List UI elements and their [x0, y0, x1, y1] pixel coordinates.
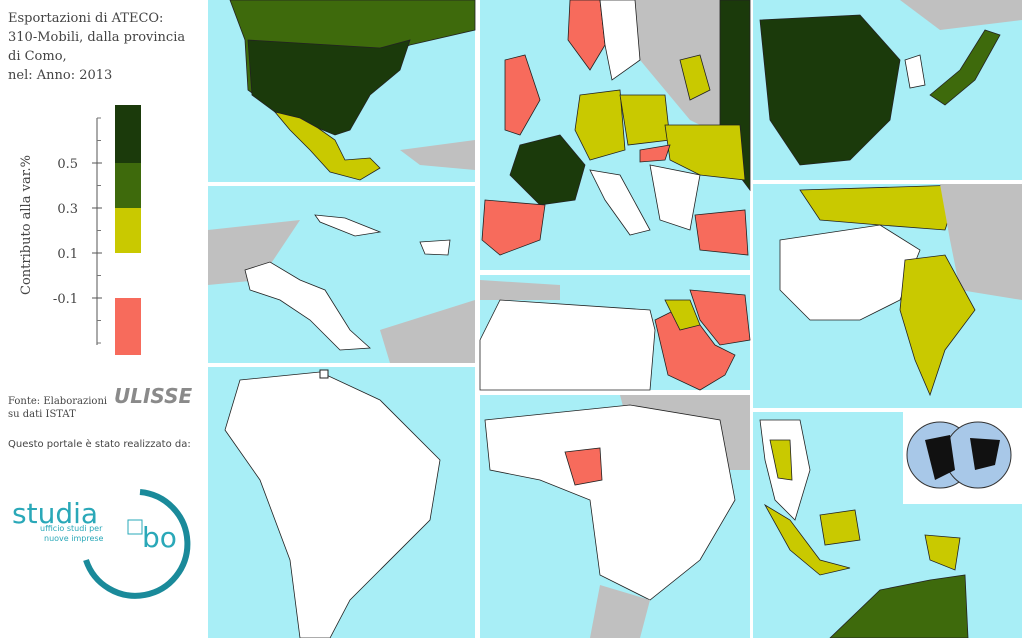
germany: [574, 89, 626, 161]
logo-tagline: ufficio studi per: [40, 524, 103, 533]
legend-label: Contributo alla var.%: [19, 155, 34, 295]
new-guinea: [924, 534, 961, 571]
maps: [208, 0, 1022, 639]
title-line: di Como,: [8, 49, 67, 64]
land-gray: [900, 0, 1022, 30]
baltic: [679, 54, 711, 101]
australia: [829, 574, 969, 639]
country-small: [319, 369, 329, 379]
sweden: [599, 0, 641, 81]
balkans: [649, 164, 701, 231]
ulisse-logo: ULISSE: [114, 384, 193, 408]
legend-tick-label: -0.1: [53, 292, 78, 307]
source: Fonte: Elaborazioni: [8, 396, 107, 407]
usa: [247, 39, 411, 136]
china: [759, 14, 901, 166]
title-line: 310-Mobili, dalla provincia: [8, 30, 185, 45]
source: su dati ISTAT: [8, 409, 76, 420]
nigeria: [564, 447, 603, 486]
logo-studia: studia: [12, 497, 98, 530]
legend-swatch: [115, 253, 141, 298]
logo-tagline: nuove imprese: [44, 534, 104, 543]
logo-arc: [83, 489, 191, 599]
ukraine: [664, 124, 746, 181]
norway: [567, 0, 606, 71]
iraq: [664, 299, 701, 331]
south-america: [224, 371, 441, 639]
turkey: [694, 209, 749, 256]
legend-tick-label: 0.5: [57, 157, 78, 172]
korea: [904, 54, 926, 89]
india: [899, 254, 976, 397]
mexico: [273, 111, 381, 181]
sidebar: Esportazioni di ATECO: 310-Mobili, dalla…: [8, 11, 193, 599]
title-line: nel: Anno: 2013: [8, 68, 112, 83]
legend-swatch: [115, 298, 141, 355]
land-gray: [590, 585, 650, 638]
logo-square: [127, 519, 143, 535]
indonesia: [763, 503, 851, 576]
credit: Questo portale è stato realizzato da:: [8, 438, 191, 450]
logo-bo: bo: [142, 521, 177, 554]
central-america: [244, 261, 371, 351]
title-line: Esportazioni di ATECO:: [8, 11, 163, 26]
land-gray: [940, 184, 1022, 300]
north-africa: [479, 299, 656, 391]
japan: [929, 29, 1001, 106]
globe-land: [925, 435, 1000, 480]
land-gray: [480, 280, 560, 300]
legend-swatch: [115, 208, 141, 253]
uk: [504, 54, 541, 136]
kazakhstan: [799, 184, 961, 231]
france: [509, 134, 586, 206]
central-asia: [779, 224, 921, 321]
land-gray: [400, 140, 475, 170]
hungary: [639, 144, 671, 163]
land-gray: [380, 300, 475, 363]
legend-swatch: [115, 105, 141, 163]
cuba: [314, 214, 382, 237]
iran: [689, 289, 751, 346]
hispaniola: [419, 239, 451, 256]
land-gray: [208, 220, 300, 285]
legend-tick-label: 0.3: [57, 202, 78, 217]
italy: [589, 169, 651, 236]
legend-swatch: [115, 163, 141, 208]
poland: [619, 94, 671, 146]
borneo: [819, 509, 861, 546]
spain: [481, 199, 546, 256]
thailand: [769, 439, 793, 481]
legend-tick-label: 0.1: [57, 247, 78, 262]
